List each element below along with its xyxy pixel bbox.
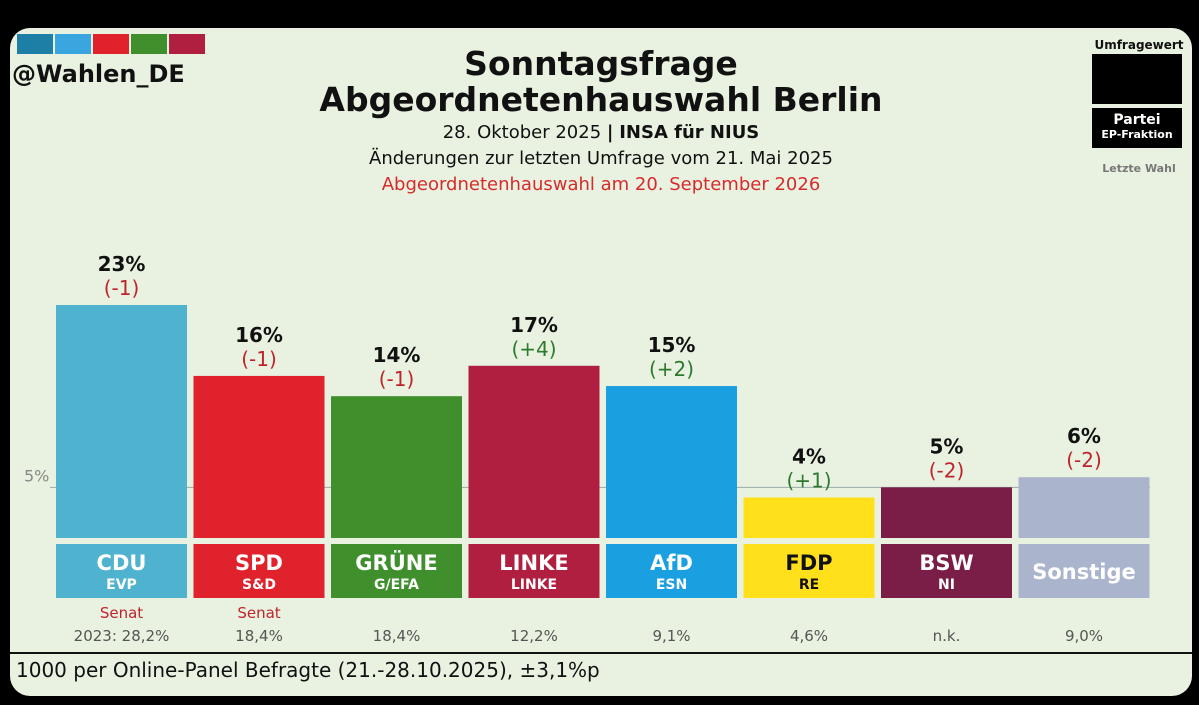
party-group: G/EFA	[374, 577, 419, 593]
bar	[468, 365, 600, 538]
last-election-value: 4,6%	[790, 627, 828, 645]
bar	[331, 396, 462, 538]
party-box	[193, 544, 325, 598]
change-label: (-1)	[241, 347, 277, 371]
party-box	[56, 544, 187, 598]
poll-source-line: 28. Oktober 2025 | INSA für NIUS	[10, 122, 1192, 143]
party-name: SPD	[235, 551, 283, 575]
chart-title: Sonntagsfrage	[464, 44, 738, 83]
brand-strip-segment	[17, 34, 53, 54]
legend: Umfragewert Partei EP-Fraktion Letzte Wa…	[1090, 38, 1188, 175]
source-separator: |	[606, 122, 614, 143]
data-label: 16%	[235, 323, 283, 347]
footer-divider	[10, 652, 1192, 654]
party-box	[606, 544, 737, 598]
party-box	[468, 544, 600, 598]
legend-party-label: Partei	[1113, 112, 1161, 128]
change-label: (-2)	[929, 458, 965, 482]
party-group: RE	[799, 577, 819, 593]
party-name: LINKE	[499, 551, 568, 575]
bar	[743, 497, 875, 538]
changes-note: Änderungen zur letzten Umfrage vom 21. M…	[369, 148, 833, 169]
threshold-label: 5%	[24, 466, 49, 485]
bar	[193, 375, 325, 538]
change-label: (-2)	[1066, 448, 1102, 472]
change-label: (+1)	[786, 468, 831, 492]
chart-card: @Wahlen_DE Sonntagsfrage Abgeordnetenhau…	[10, 28, 1192, 696]
party-group: ESN	[656, 577, 687, 593]
bar	[606, 386, 737, 538]
change-label: (-1)	[104, 276, 140, 300]
data-label: 23%	[98, 252, 146, 276]
party-name: CDU	[97, 551, 147, 575]
legend-title: Umfragewert	[1094, 38, 1184, 52]
senat-label: Senat	[237, 604, 280, 622]
party-name: BSW	[919, 551, 973, 575]
party-name: Sonstige	[1032, 560, 1136, 584]
legend-party-swatch: Partei EP-Fraktion	[1092, 108, 1182, 148]
party-group: LINKE	[511, 577, 557, 593]
change-label: (+4)	[511, 337, 556, 361]
footnote: 1000 per Online-Panel Befragte (21.-28.1…	[16, 658, 600, 682]
change-label: (+2)	[649, 357, 694, 381]
chart-subtitle: Abgeordnetenhauswahl Berlin	[319, 80, 883, 119]
party-name: AfD	[650, 551, 693, 575]
data-label: 15%	[648, 333, 696, 357]
senat-label: Senat	[100, 604, 143, 622]
last-election-value: 18,4%	[373, 627, 421, 645]
party-box	[1018, 544, 1150, 598]
last-election-value: 18,4%	[235, 627, 283, 645]
last-election-value: n.k.	[933, 627, 961, 645]
data-label: 14%	[373, 343, 421, 367]
party-box	[881, 544, 1012, 598]
last-election-value: 12,2%	[510, 627, 558, 645]
party-name: GRÜNE	[355, 550, 437, 575]
bar	[1018, 477, 1150, 538]
data-label: 6%	[1067, 424, 1101, 448]
election-date-note: Abgeordnetenhauswahl am 20. September 20…	[381, 174, 821, 195]
legend-value-swatch	[1092, 54, 1182, 104]
poll-date: 28. Oktober 2025	[442, 122, 602, 143]
party-box	[331, 544, 462, 598]
last-election-value: 9,1%	[652, 627, 690, 645]
brand-handle: @Wahlen_DE	[12, 60, 185, 88]
last-election-value: 9,0%	[1065, 627, 1103, 645]
brand-strip-segment	[131, 34, 167, 54]
brand-color-strip	[17, 34, 205, 54]
party-group: EVP	[106, 577, 137, 593]
party-group: S&D	[242, 577, 276, 593]
last-election-value: 2023: 28,2%	[74, 627, 170, 645]
legend-group-label: EP-Fraktion	[1101, 128, 1173, 141]
bar	[881, 487, 1012, 538]
data-label: 17%	[510, 313, 558, 337]
poll-institute: INSA für NIUS	[619, 122, 760, 143]
party-group: NI	[938, 577, 955, 593]
party-box	[743, 544, 875, 598]
brand-strip-segment	[55, 34, 91, 54]
brand-strip-segment	[93, 34, 129, 54]
data-label: 4%	[792, 444, 826, 468]
data-label: 5%	[930, 434, 964, 458]
brand-strip-segment	[169, 34, 205, 54]
bar	[56, 305, 187, 538]
change-label: (-1)	[379, 367, 415, 391]
legend-last-election-label: Letzte Wahl	[1102, 162, 1176, 175]
party-name: FDP	[785, 551, 832, 575]
